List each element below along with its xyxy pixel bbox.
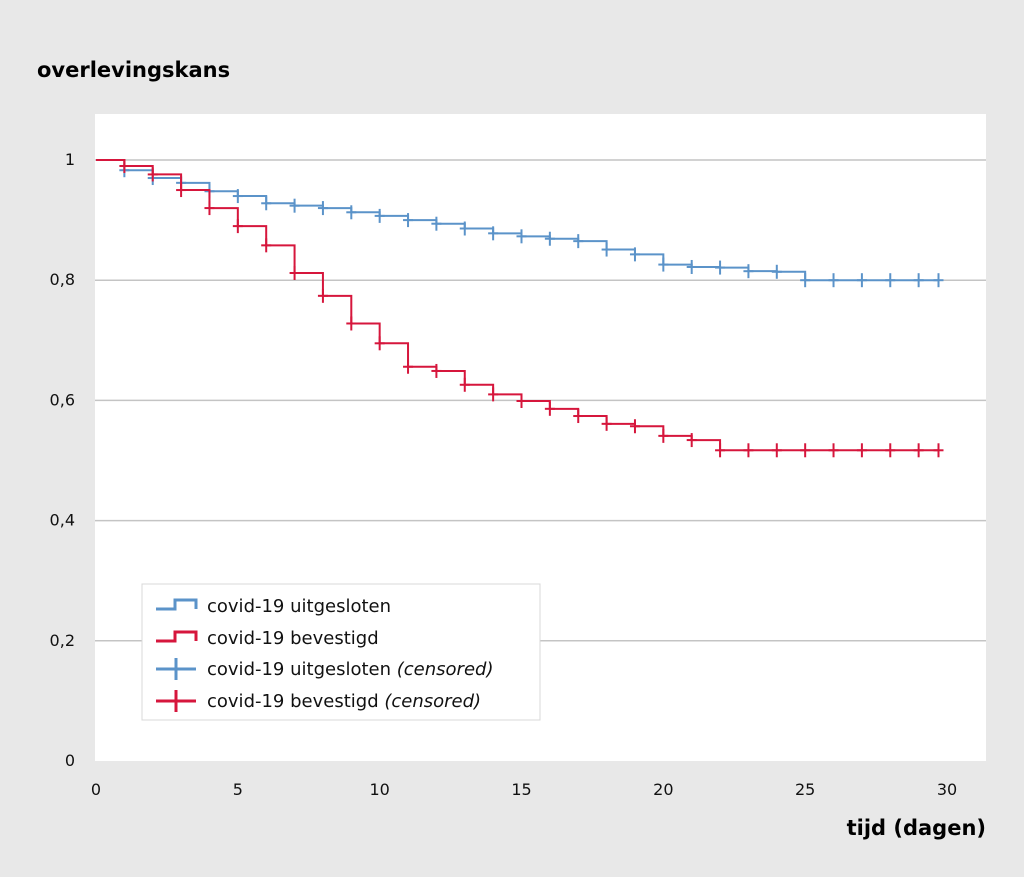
legend-item-uitgesloten-censored: covid-19 uitgesloten (censored) bbox=[156, 658, 493, 680]
legend-swatch-uitgesloten-step bbox=[156, 598, 198, 611]
legend-item-uitgesloten-line: covid-19 uitgesloten bbox=[156, 596, 391, 617]
y-tick-label: 1 bbox=[65, 150, 75, 169]
legend-label-uitgesloten-censored-name: covid-19 uitgesloten bbox=[207, 659, 391, 680]
y-tick-label: 0 bbox=[65, 751, 75, 770]
legend-box bbox=[141, 583, 541, 721]
legend: covid-19 uitgesloten covid-19 bevestigd … bbox=[141, 583, 541, 721]
x-tick-label: 10 bbox=[369, 780, 389, 799]
x-tick-label: 5 bbox=[233, 780, 243, 799]
legend-label-bevestigd-censored-name: covid-19 bevestigd bbox=[207, 691, 379, 712]
y-tick-label: 0,4 bbox=[50, 511, 75, 530]
series-1 bbox=[96, 159, 944, 458]
legend-label-bevestigd-censored-suffix: (censored) bbox=[384, 691, 481, 712]
legend-label-bevestigd: covid-19 bevestigd bbox=[207, 628, 379, 649]
y-tick-label: 0,8 bbox=[50, 270, 75, 289]
x-tick-label: 20 bbox=[653, 780, 673, 799]
legend-swatch-bevestigd-step bbox=[156, 630, 198, 643]
y-tick-labels: 0 0,2 0,4 0,6 0,8 1 bbox=[50, 150, 75, 770]
legend-item-bevestigd-censored: covid-19 bevestigd (censored) bbox=[156, 690, 481, 712]
legend-label-uitgesloten-censored: covid-19 uitgesloten (censored) bbox=[207, 659, 493, 680]
x-tick-label: 15 bbox=[511, 780, 531, 799]
y-axis-title: overlevingskans bbox=[37, 58, 230, 82]
legend-item-bevestigd-line: covid-19 bevestigd bbox=[156, 628, 379, 649]
x-tick-label: 0 bbox=[91, 780, 101, 799]
x-tick-label: 30 bbox=[937, 780, 957, 799]
series-layer bbox=[96, 159, 944, 458]
y-tick-label: 0,2 bbox=[50, 631, 75, 650]
legend-label-bevestigd-censored: covid-19 bevestigd (censored) bbox=[207, 691, 481, 712]
x-axis-title: tijd (dagen) bbox=[847, 816, 986, 840]
legend-label-uitgesloten: covid-19 uitgesloten bbox=[207, 596, 391, 617]
legend-label-uitgesloten-censored-suffix: (censored) bbox=[397, 659, 494, 680]
x-tick-labels: 0 5 10 15 20 25 30 bbox=[91, 780, 957, 799]
y-tick-label: 0,6 bbox=[50, 390, 75, 409]
x-tick-label: 25 bbox=[795, 780, 815, 799]
